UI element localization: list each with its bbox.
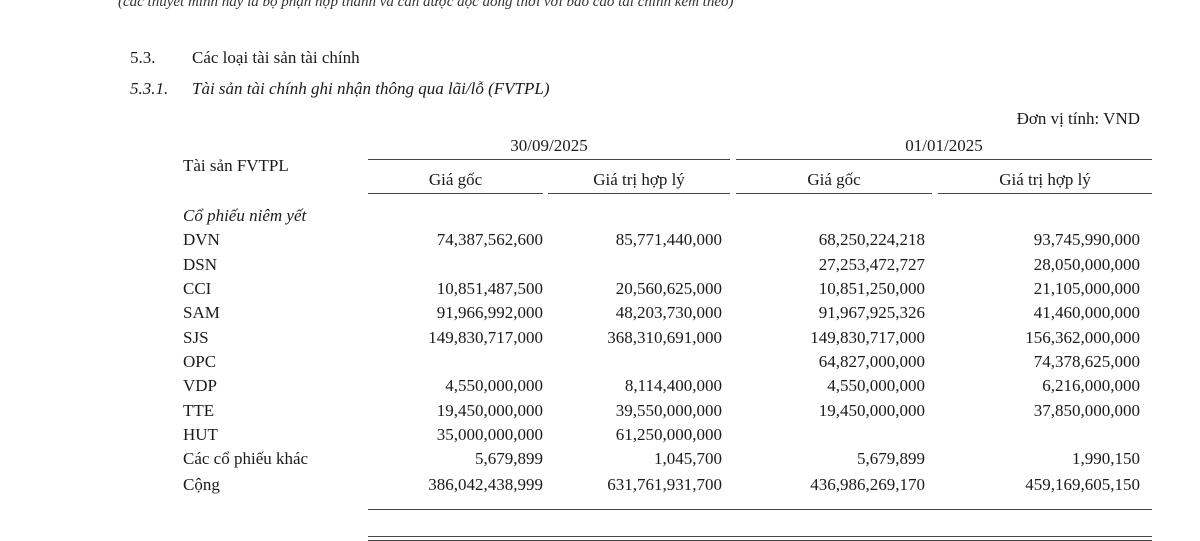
row-label: SJS <box>183 327 209 347</box>
fair-value: 48,203,730,000 <box>615 303 722 323</box>
asset-header: Tài sản FVTPL <box>183 156 289 175</box>
row-label: OPC <box>183 351 217 371</box>
cost-value: 4,550,000,000 <box>445 376 543 396</box>
fair-value: 85,771,440,000 <box>615 230 722 250</box>
double-underline <box>368 536 1152 541</box>
subsection-heading: 5.3.1. Tài sản tài chính ghi nhận thông q… <box>130 79 549 99</box>
divider <box>938 193 1152 194</box>
row-label: HUT <box>183 424 218 444</box>
section-number: 5.3. <box>130 48 156 67</box>
fair-value: 368,310,691,000 <box>607 327 722 347</box>
cost-value: 68,250,224,218 <box>818 230 925 250</box>
subsection-number: 5.3.1. <box>130 79 169 98</box>
cost-value: 35,000,000,000 <box>436 424 543 444</box>
divider <box>368 193 543 194</box>
fair-value: 61,250,000,000 <box>615 424 722 444</box>
table-row: HUT 35,000,000,000 61,250,000,000 <box>183 423 1140 447</box>
header-note: (các thuyết minh này là bộ phận hợp thàn… <box>118 0 734 10</box>
row-label: CCI <box>183 279 212 299</box>
cost-value: 5,679,899 <box>857 449 925 469</box>
fair-value: 631,761,931,700 <box>607 475 722 495</box>
table-row: OPC 64,827,000,000 74,378,625,000 <box>183 350 1140 374</box>
fair-value: 39,550,000,000 <box>615 400 722 420</box>
group-label: Cổ phiếu niêm yết <box>183 206 307 226</box>
fair-value <box>543 350 722 374</box>
cost-value: 91,967,925,326 <box>818 303 925 323</box>
fair-value: 1,990,150 <box>1072 449 1140 469</box>
cost-value <box>368 350 543 374</box>
divider <box>548 193 730 194</box>
table-row: SJS 149,830,717,000 368,310,691,000 149,830… <box>183 325 1140 349</box>
cost-value <box>368 253 543 277</box>
cost-value: 5,679,899 <box>475 449 543 469</box>
fair-value: 74,378,625,000 <box>1033 351 1140 371</box>
divider <box>736 193 932 194</box>
table-row: DVN 74,387,562,600 85,771,440,000 68,250,22… <box>183 228 1140 252</box>
fair-value: 37,850,000,000 <box>1033 400 1140 420</box>
table-row: VDP 4,550,000,000 8,114,400,000 4,550,000,0… <box>183 374 1140 398</box>
cost-value: 4,550,000,000 <box>827 376 925 396</box>
column-header-cost-1: Giá gốc <box>428 170 483 189</box>
table-row: TTE 19,450,000,000 39,550,000,000 19,450,00… <box>183 398 1140 422</box>
table-row: Các cổ phiếu khác 5,679,899 1,045,700 5,679… <box>183 447 1140 471</box>
fair-value <box>543 253 722 277</box>
total-divider <box>368 509 1152 510</box>
fair-value: 28,050,000,000 <box>1033 254 1140 274</box>
fvtpl-table: Cổ phiếu niêm yết DVN 74,387,562,600 85,77… <box>183 204 1140 498</box>
table-row: SAM 91,966,992,000 48,203,730,000 91,967,92… <box>183 301 1140 325</box>
cost-value: 91,966,992,000 <box>436 303 543 323</box>
cost-value: 19,450,000,000 <box>436 400 543 420</box>
fair-value: 6,216,000,000 <box>1042 376 1140 396</box>
cost-value: 74,387,562,600 <box>436 230 543 250</box>
table-row: DSN 27,253,472,727 28,050,000,000 <box>183 253 1140 277</box>
cost-value <box>722 423 925 447</box>
row-label: SAM <box>183 303 220 323</box>
fair-value: 41,460,000,000 <box>1033 303 1140 323</box>
cost-value: 19,450,000,000 <box>818 400 925 420</box>
column-header-fair-2: Giá trị hợp lý <box>999 170 1091 189</box>
group-row: Cổ phiếu niêm yết <box>183 204 1140 228</box>
divider <box>368 159 730 160</box>
fair-value: 8,114,400,000 <box>624 376 722 396</box>
period-header-1: 30/09/2025 <box>510 136 588 155</box>
fair-value: 93,745,990,000 <box>1033 230 1140 250</box>
unit-label: Đơn vị tính: VND <box>1016 109 1140 128</box>
fair-value: 21,105,000,000 <box>1033 279 1140 299</box>
total-row: Cộng 386,042,438,999 631,761,931,700 436,98… <box>183 471 1140 497</box>
cost-value: 149,830,717,000 <box>810 327 925 347</box>
row-label: DVN <box>183 230 220 250</box>
row-label: TTE <box>183 400 215 420</box>
row-label: VDP <box>183 376 218 396</box>
fair-value: 1,045,700 <box>654 449 722 469</box>
fair-value: 156,362,000,000 <box>1025 327 1140 347</box>
cost-value: 436,986,269,170 <box>810 475 925 495</box>
table-row: CCI 10,851,487,500 20,560,625,000 10,851,25… <box>183 277 1140 301</box>
cost-value: 64,827,000,000 <box>818 351 925 371</box>
cost-value: 10,851,487,500 <box>436 279 543 299</box>
section-title: Các loại tài sản tài chính <box>192 48 360 67</box>
subsection-title: Tài sản tài chính ghi nhận thông qua lãi… <box>192 79 550 98</box>
cost-value: 27,253,472,727 <box>818 254 925 274</box>
row-label: Các cổ phiếu khác <box>183 449 309 469</box>
cost-value: 149,830,717,000 <box>428 327 543 347</box>
divider <box>736 159 1152 160</box>
row-label: DSN <box>183 254 218 274</box>
period-header-2: 01/01/2025 <box>905 136 983 155</box>
section-heading: 5.3. Các loại tài sản tài chính <box>130 48 360 68</box>
fair-value: 20,560,625,000 <box>615 279 722 299</box>
cost-value: 10,851,250,000 <box>818 279 925 299</box>
column-header-fair-1: Giá trị hợp lý <box>593 170 685 189</box>
fair-value: 459,169,605,150 <box>1025 475 1140 495</box>
row-label: Cộng <box>183 475 220 495</box>
cost-value: 386,042,438,999 <box>428 475 543 495</box>
fair-value <box>925 423 1140 447</box>
column-header-cost-2: Giá gốc <box>807 170 861 189</box>
